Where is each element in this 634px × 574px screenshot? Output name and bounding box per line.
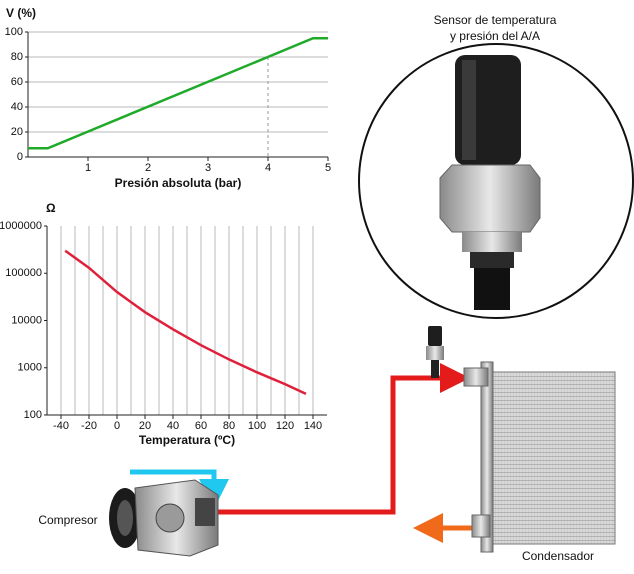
- condenser-label: Condensador: [522, 549, 594, 563]
- y-tick-label: 20: [11, 126, 23, 138]
- y-tick-label: 80: [11, 51, 23, 63]
- y-axis-label: Ω: [46, 201, 56, 215]
- sensor-label: Sensor de temperatura: [434, 13, 557, 27]
- x-tick-label: 120: [276, 420, 294, 432]
- data-line: [64, 249, 307, 396]
- y-tick-label: 10000: [11, 314, 42, 326]
- compressor-label: Compresor: [38, 513, 97, 527]
- x-tick-label: 100: [248, 420, 266, 432]
- y-tick-label: 1000: [18, 362, 42, 374]
- y-tick-label: 100000: [5, 267, 42, 279]
- x-tick-label: 140: [304, 420, 322, 432]
- x-tick-label: 1: [85, 162, 91, 174]
- x-axis-label: Presión absoluta (bar): [115, 176, 242, 190]
- y-tick-label: 1000000: [0, 220, 42, 232]
- x-tick-label: 4: [265, 162, 271, 174]
- suction-pipe: [130, 469, 229, 509]
- hot-pipe: [215, 363, 470, 515]
- x-tick-label: 2: [145, 162, 151, 174]
- x-tick-label: -20: [81, 420, 97, 432]
- x-tick-label: 20: [139, 420, 151, 432]
- sensor-zoom: [358, 43, 634, 319]
- sensor-small: [426, 326, 444, 378]
- x-tick-label: 3: [205, 162, 211, 174]
- y-axis-label: V (%): [6, 6, 36, 20]
- x-tick-label: 40: [167, 420, 179, 432]
- y-tick-label: 0: [17, 151, 23, 163]
- y-tick-label: 100: [24, 409, 42, 421]
- x-tick-label: 80: [223, 420, 235, 432]
- x-tick-label: 60: [195, 420, 207, 432]
- condenser: [463, 361, 616, 553]
- data-line: [28, 37, 328, 150]
- x-axis-label: Temperatura (ºC): [139, 433, 235, 447]
- x-tick-label: 5: [325, 162, 331, 174]
- y-tick-label: 100: [5, 26, 23, 38]
- compressor: [109, 479, 219, 557]
- x-tick-label: 0: [114, 420, 120, 432]
- y-tick-label: 40: [11, 101, 23, 113]
- x-tick-label: -40: [53, 420, 69, 432]
- sensor-label: y presión del A/A: [450, 29, 540, 43]
- y-tick-label: 60: [11, 76, 23, 88]
